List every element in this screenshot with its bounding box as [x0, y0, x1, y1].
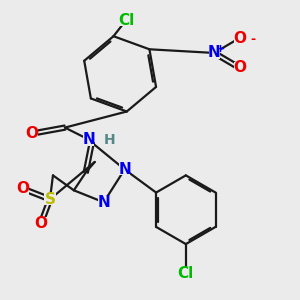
- FancyBboxPatch shape: [176, 268, 196, 280]
- Text: +: +: [215, 44, 225, 54]
- Text: N: N: [97, 195, 110, 210]
- Text: O: O: [26, 126, 38, 141]
- FancyBboxPatch shape: [234, 62, 245, 74]
- Text: -: -: [250, 33, 256, 46]
- FancyBboxPatch shape: [17, 183, 29, 195]
- Text: O: O: [233, 31, 246, 46]
- FancyBboxPatch shape: [44, 193, 56, 205]
- Text: O: O: [233, 60, 246, 75]
- Text: Cl: Cl: [118, 13, 134, 28]
- FancyBboxPatch shape: [26, 128, 38, 140]
- Text: S: S: [44, 192, 56, 207]
- FancyBboxPatch shape: [98, 196, 110, 208]
- Text: Cl: Cl: [178, 266, 194, 281]
- FancyBboxPatch shape: [208, 47, 220, 59]
- FancyBboxPatch shape: [105, 134, 115, 145]
- FancyBboxPatch shape: [234, 32, 245, 44]
- Text: N: N: [118, 162, 131, 177]
- Text: N: N: [208, 46, 220, 61]
- Text: H: H: [104, 133, 116, 146]
- Text: O: O: [34, 216, 47, 231]
- Text: O: O: [16, 181, 30, 196]
- FancyBboxPatch shape: [116, 14, 136, 26]
- Text: N: N: [82, 132, 95, 147]
- FancyBboxPatch shape: [83, 134, 94, 146]
- FancyBboxPatch shape: [35, 217, 47, 229]
- FancyBboxPatch shape: [119, 164, 130, 175]
